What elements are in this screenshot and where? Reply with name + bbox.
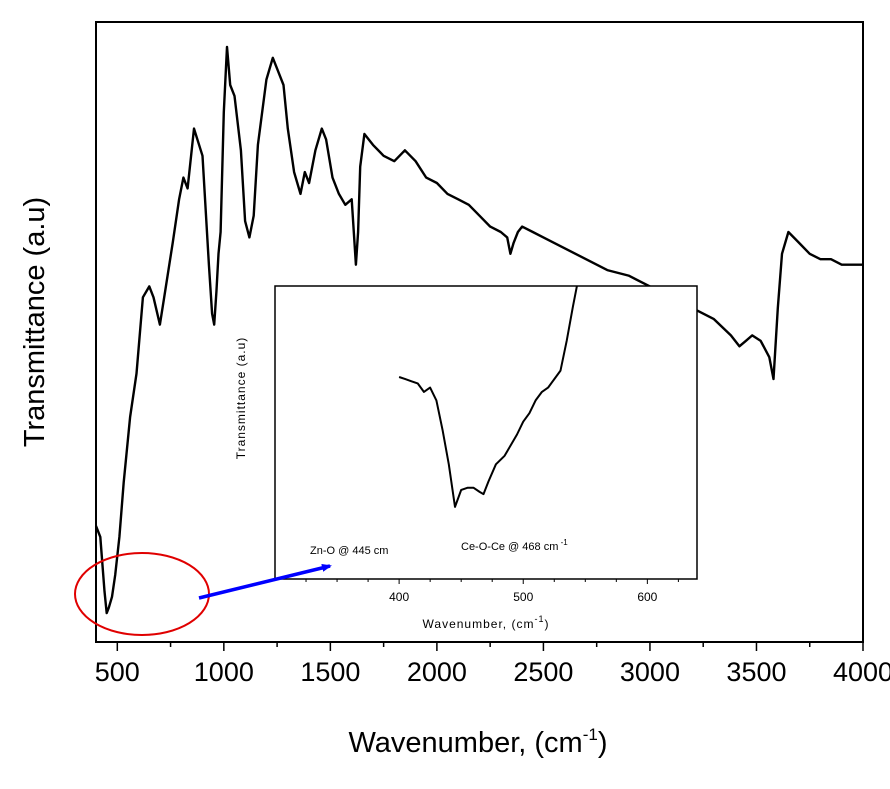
main-x-axis-title: Wavenumber, (cm-1) (348, 725, 607, 759)
annotation-zn-o: Zn-O @ 445 cm (310, 545, 388, 557)
main-x-tick-label: 1500 (300, 657, 360, 687)
main-spectrum-line (94, 45, 863, 615)
blue-arrow (198, 564, 332, 600)
main-x-tick-label: 2500 (513, 657, 573, 687)
main-x-tick-label: 4000 (833, 657, 890, 687)
main-x-tick-label: 3500 (726, 657, 786, 687)
main-x-tick-label: 500 (95, 657, 140, 687)
inset-plot-frame (274, 285, 698, 580)
main-x-tick-labels: 500 1000 1500 2000 2500 3000 3500 4000 (95, 657, 890, 687)
inset-x-ticks (305, 579, 679, 584)
inset-x-tick-label: 500 (513, 590, 533, 604)
main-x-ticks (116, 642, 864, 651)
inset-x-tick-label: 600 (637, 590, 657, 604)
inset-y-axis-title: Transmittance (a.u) (234, 337, 248, 460)
main-x-tick-label: 2000 (407, 657, 467, 687)
inset-spectrum-line (398, 286, 578, 508)
inset-x-axis-title: Wavenumber, (cm-1) (423, 614, 550, 631)
main-x-tick-label: 1000 (194, 657, 254, 687)
inset-x-tick-label: 400 (389, 590, 409, 604)
main-x-tick-label: 3000 (620, 657, 680, 687)
annotation-ce-o-ce: Ce-O-Ce @ 468 cm -1 (461, 538, 568, 553)
main-y-axis-title: Transmittance (a.u) (19, 197, 51, 447)
inset-x-tick-labels: 400 500 600 (389, 590, 658, 604)
